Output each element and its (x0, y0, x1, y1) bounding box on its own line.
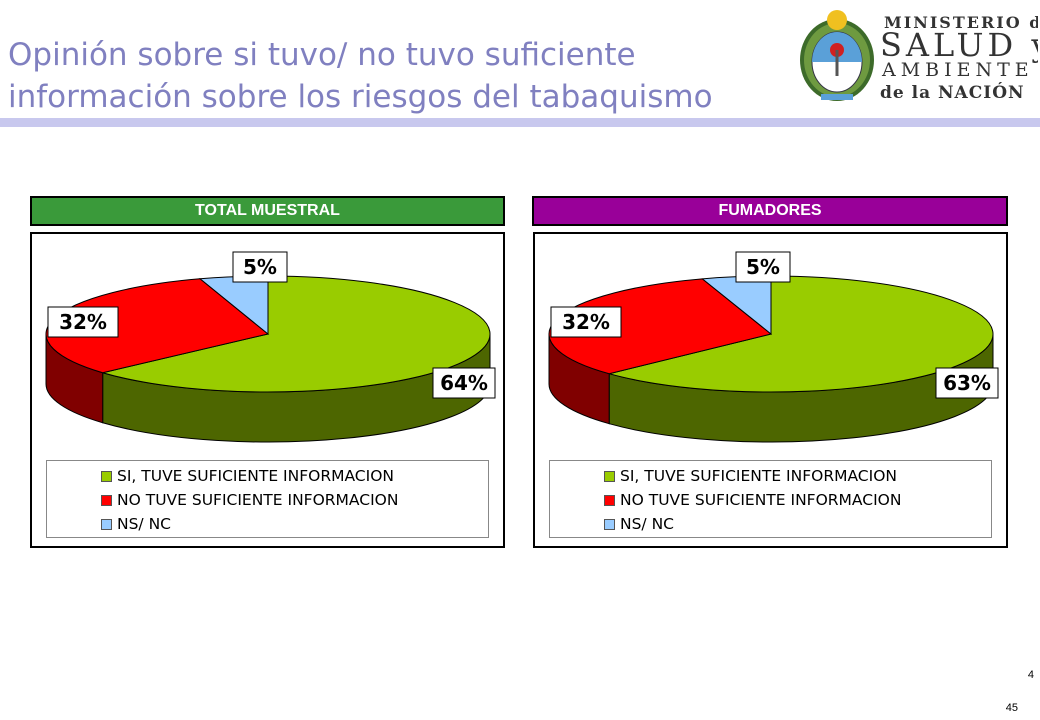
panel-header-fumadores: FUMADORES (532, 196, 1008, 226)
legend-label-si: SI, TUVE SUFICIENTE INFORMACION (620, 467, 897, 485)
legend-item-nsnc: NS/ NC (47, 512, 488, 536)
logo-line-3: AMBIENTE (881, 59, 1034, 81)
logo-line-4: de la NACIÓN (880, 82, 1025, 103)
data-label-si: 63% (935, 367, 999, 399)
logo-line-2: SALUD y (880, 26, 1038, 64)
page-number: 45 (1005, 702, 1018, 714)
data-label-no: 32% (47, 306, 119, 338)
legend-label-no: NO TUVE SUFICIENTE INFORMACION (620, 491, 902, 509)
page-number-small: 4 (1027, 669, 1034, 681)
legend-swatch-si (101, 470, 112, 482)
legend-swatch-no (101, 494, 112, 506)
chart-panel-fumadores: 63% 32% 5% SI, TUVE SUFICIENTE INFORMACION… (533, 232, 1008, 548)
slide-title: Opinión sobre si tuvo/ no tuvo suficient… (8, 34, 713, 118)
ministry-logo: MINISTERIO de SALUD y AMBIENTE de la NAC… (800, 10, 1038, 103)
panel-header-total-muestral: TOTAL MUESTRAL (30, 196, 505, 226)
legend-item-nsnc: NS/ NC (550, 512, 991, 536)
slide-title-line-1: Opinión sobre si tuvo/ no tuvo suficient… (8, 37, 636, 73)
legend-item-no: NO TUVE SUFICIENTE INFORMACION (47, 488, 488, 512)
chart-panel-total-muestral: 64% 32% 5% SI, TUVE SUFICIENTE INFORMACION… (30, 232, 505, 548)
legend-label-nsnc: NS/ NC (620, 515, 675, 533)
legend-swatch-nsnc (101, 518, 112, 530)
legend-swatch-si (604, 470, 615, 482)
pie-chart-fumadores: 63% 32% 5% (548, 251, 999, 443)
logo-line-1: MINISTERIO de (884, 13, 1038, 32)
svg-text:32%: 32% (59, 310, 107, 334)
legend-label-si: SI, TUVE SUFICIENTE INFORMACION (117, 467, 394, 485)
legend-label-no: NO TUVE SUFICIENTE INFORMACION (117, 491, 399, 509)
legend-label-nsnc: NS/ NC (117, 515, 172, 533)
legend-swatch-nsnc (604, 518, 615, 530)
data-label-no: 32% (550, 306, 622, 338)
pie-slice-si (607, 275, 994, 393)
legend-item-si: SI, TUVE SUFICIENTE INFORMACION (47, 464, 488, 488)
pie-slice-si (100, 275, 491, 393)
svg-text:63%: 63% (943, 371, 991, 395)
slide-title-line-2: información sobre los riesgos del tabaqu… (8, 79, 713, 115)
pie-chart-total-muestral: 64% 32% 5% (45, 251, 496, 443)
svg-text:32%: 32% (562, 310, 610, 334)
chart-legend: SI, TUVE SUFICIENTE INFORMACION NO TUVE S… (549, 460, 992, 538)
svg-text:5%: 5% (746, 255, 780, 279)
data-label-nsnc: 5% (735, 251, 791, 283)
legend-item-no: NO TUVE SUFICIENTE INFORMACION (550, 488, 991, 512)
coat-of-arms-icon (800, 10, 874, 101)
legend-item-si: SI, TUVE SUFICIENTE INFORMACION (550, 464, 991, 488)
svg-text:5%: 5% (243, 255, 277, 279)
svg-text:64%: 64% (440, 371, 488, 395)
legend-swatch-no (604, 494, 615, 506)
data-label-nsnc: 5% (232, 251, 288, 283)
title-underline (0, 118, 1040, 127)
chart-legend: SI, TUVE SUFICIENTE INFORMACION NO TUVE S… (46, 460, 489, 538)
data-label-si: 64% (432, 367, 496, 399)
